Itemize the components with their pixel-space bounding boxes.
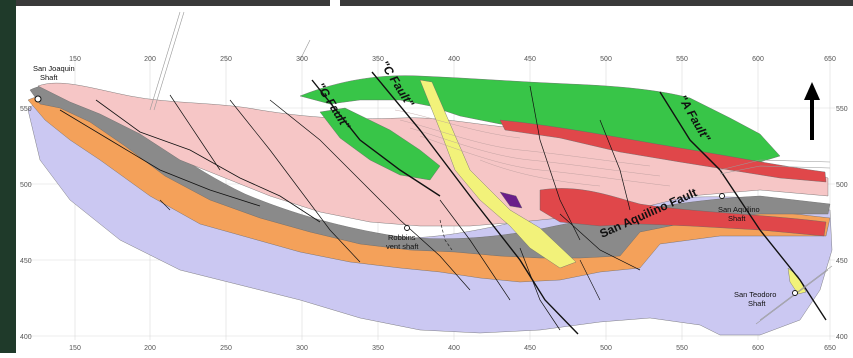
top-edge-strip: [0, 0, 853, 6]
y-axis-left: 550 500 450 400: [20, 106, 32, 341]
x-tick: 500: [600, 345, 612, 352]
x-tick: 300: [296, 345, 308, 352]
san-aquilino-shaft-label: San Aquilino: [718, 205, 760, 214]
north-arrow-icon: [804, 82, 820, 140]
x-tick: 550: [676, 345, 688, 352]
san-aquilino-shaft-icon: [719, 193, 725, 199]
y-tick: 500: [836, 182, 848, 189]
green-wedge: [319, 107, 441, 181]
x-tick: 450: [524, 56, 536, 63]
robbins-label: vent shaft: [386, 242, 419, 251]
x-tick: 600: [752, 345, 764, 352]
left-edge-strip: [0, 0, 16, 353]
x-tick: 150: [69, 345, 81, 352]
x-tick: 450: [524, 345, 536, 352]
y-tick: 450: [836, 258, 848, 265]
y-tick: 500: [20, 182, 32, 189]
yellow-fault-zone: [419, 79, 577, 269]
y-tick: 550: [836, 106, 848, 113]
x-tick: 250: [220, 345, 232, 352]
x-tick: 400: [448, 345, 460, 352]
x-tick: 200: [144, 56, 156, 63]
x-tick: 350: [372, 56, 384, 63]
x-tick: 250: [220, 56, 232, 63]
red-band: [499, 119, 827, 183]
access-roads: [149, 11, 833, 325]
x-tick: 500: [600, 56, 612, 63]
san-teodoro-shaft-icon: [792, 290, 798, 296]
x-tick: 600: [752, 56, 764, 63]
top-edge-gap: [330, 0, 340, 6]
x-tick: 400: [448, 56, 460, 63]
x-tick: 650: [824, 56, 836, 63]
y-tick: 550: [20, 106, 32, 113]
y-axis-right: 550 500 450 400: [836, 106, 848, 341]
x-tick: 300: [296, 56, 308, 63]
x-tick: 350: [372, 345, 384, 352]
purple-sliver: [499, 191, 523, 209]
x-axis-top: 150 200 250 300 350 400 450 500 550 600 …: [69, 56, 836, 63]
x-tick: 200: [144, 345, 156, 352]
robbins-label: Robbins: [388, 233, 416, 242]
internal-contacts: [394, 109, 671, 187]
san-aquilino-shaft-label: Shaft: [728, 214, 746, 223]
san-teodoro-label: Shaft: [748, 299, 766, 308]
san-joaquin-shaft-icon: [34, 95, 42, 103]
x-tick: 150: [69, 56, 81, 63]
x-tick: 650: [824, 345, 836, 352]
pink-unit: [37, 82, 829, 227]
x-tick: 550: [676, 56, 688, 63]
san-joaquin-label: San Joaquin: [33, 64, 75, 73]
robbins-shaft-icon: [404, 225, 410, 231]
red-band-lower: [539, 188, 827, 237]
x-axis-bottom: 150 200 250 300 350 400 450 500 550 600 …: [69, 345, 836, 352]
san-joaquin-label: Shaft: [40, 73, 58, 82]
san-teodoro-label: San Teodoro: [734, 290, 776, 299]
y-tick: 400: [836, 334, 848, 341]
y-tick: 450: [20, 258, 32, 265]
y-tick: 400: [20, 334, 32, 341]
